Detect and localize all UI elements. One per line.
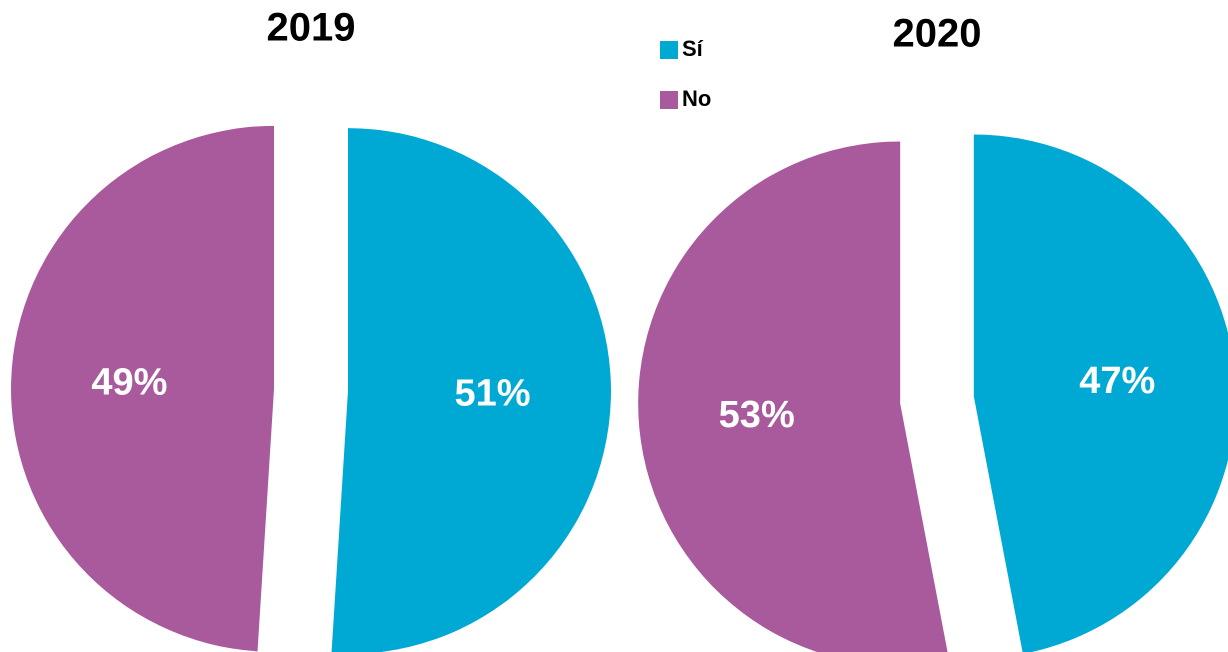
pie-slice <box>973 134 1228 652</box>
legend-swatch <box>660 41 678 59</box>
slice-label: 51% <box>455 373 531 415</box>
slice-label: 53% <box>719 394 795 436</box>
legend-label: No <box>682 86 711 111</box>
chart-title: 2019 <box>267 6 356 50</box>
slice-label: 47% <box>1079 360 1155 402</box>
pie-slice <box>11 125 275 652</box>
chart-title: 2020 <box>893 12 982 56</box>
legend-label: Sí <box>682 36 704 61</box>
pie-slice <box>331 128 611 652</box>
slice-label: 49% <box>91 361 167 403</box>
pie-slice <box>638 141 948 652</box>
legend-swatch <box>660 91 678 109</box>
